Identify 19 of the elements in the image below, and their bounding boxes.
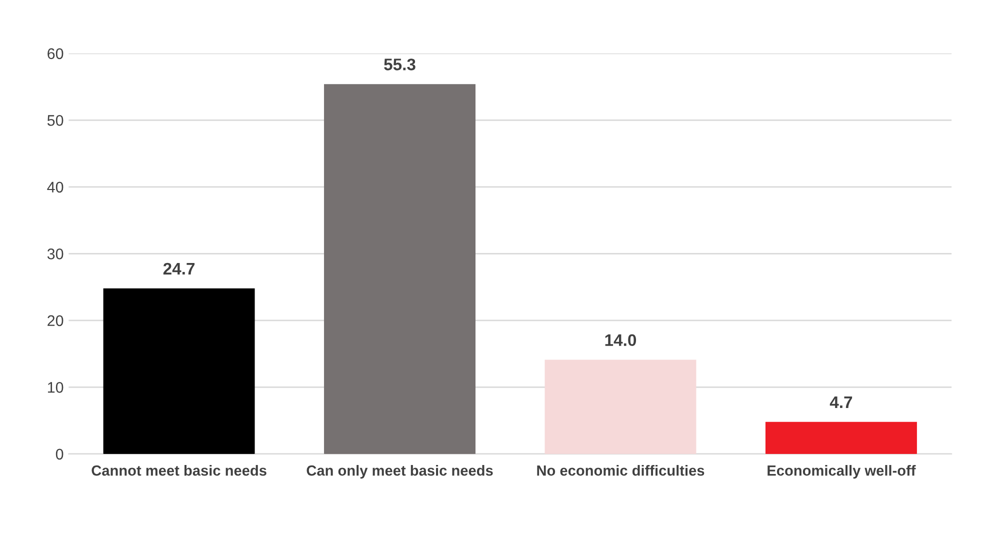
x-tick-label: Can only meet basic needs: [306, 465, 493, 479]
x-tick-label: Cannot meet basic needs: [92, 465, 266, 476]
data-label: 55.3: [384, 58, 416, 70]
bar: [324, 84, 476, 454]
data-label: 14.0: [605, 334, 636, 346]
y-tick-label: 30: [47, 248, 64, 260]
x-tick-label: No economic difficulties: [537, 465, 704, 476]
bar: [765, 422, 917, 454]
bar: [103, 288, 255, 454]
data-label: 4.7: [830, 396, 852, 408]
y-tick-label: 20: [48, 315, 64, 326]
y-tick-label: 60: [48, 48, 64, 60]
x-tick-label: Economically well-off: [768, 465, 916, 479]
data-label: 24.7: [163, 262, 195, 274]
y-tick-label: 0: [56, 448, 64, 460]
y-tick-label: 10: [48, 382, 64, 393]
y-tick-label: 40: [47, 182, 64, 193]
bar: [544, 360, 696, 454]
y-tick-label: 50: [47, 115, 64, 126]
